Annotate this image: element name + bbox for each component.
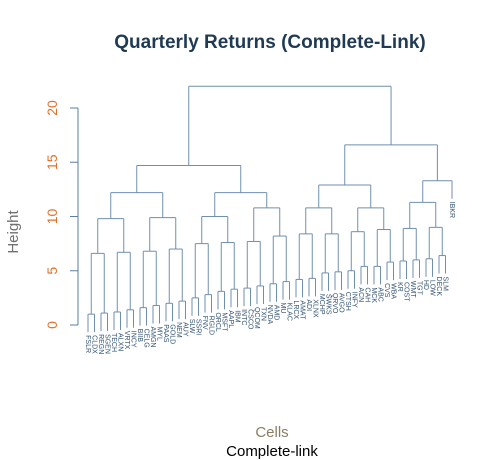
leaf-label: TECH bbox=[110, 333, 117, 352]
leaf-label: SLM bbox=[441, 277, 448, 292]
leaf-label: CVS bbox=[383, 283, 390, 298]
leaf-label: DECK bbox=[435, 277, 442, 297]
leaf-label: XLNX bbox=[311, 299, 318, 318]
leaf-label: SSRI bbox=[194, 319, 201, 335]
leaf-label: PAAS bbox=[162, 324, 169, 342]
leaf-label: REGN bbox=[97, 334, 104, 354]
leaf-label: QCOM bbox=[253, 307, 260, 329]
leaf-label: AMGN bbox=[149, 326, 156, 347]
leaf-label: AVGO bbox=[337, 293, 344, 313]
leaf-label: AAPL bbox=[227, 310, 234, 328]
leaf-label: MSFT bbox=[220, 312, 227, 332]
leaf-label: CLDX bbox=[90, 335, 97, 354]
leaf-label: ABC bbox=[376, 287, 383, 301]
leaf-label: ADI bbox=[305, 299, 312, 311]
leaf-label: QRVO bbox=[331, 293, 338, 314]
leaf-label: RGLD bbox=[207, 316, 214, 335]
leaf-label: SLW bbox=[188, 319, 195, 334]
leaf-label: GOLD bbox=[168, 324, 175, 344]
leaf-label: TGT bbox=[415, 281, 422, 296]
chart-title: Quarterly Returns (Complete-Link) bbox=[114, 32, 425, 53]
chart-subtitle: Complete-link bbox=[226, 443, 318, 460]
leaf-label: IBM bbox=[233, 310, 240, 323]
leaf-label: CELG bbox=[142, 329, 149, 348]
leaf-label: ALXN bbox=[116, 333, 123, 351]
leaf-label: WBA bbox=[389, 283, 396, 299]
leaf-label: NEM bbox=[175, 322, 182, 338]
leaf-label: AUY bbox=[181, 322, 188, 337]
leaf-labels: FSLR CLDX REGN SGEN TECH ALXN VRTX INCY BIIB CELG… bbox=[84, 202, 455, 355]
x-axis-label: Cells bbox=[255, 424, 288, 441]
y-tick-label: 0 bbox=[44, 321, 60, 329]
y-axis-label: Height bbox=[5, 209, 22, 253]
leaf-label: INCY bbox=[129, 331, 136, 348]
leaf-label: AMAT bbox=[298, 300, 305, 320]
y-axis: 0 5 10 15 20 bbox=[44, 100, 79, 329]
leaf-label: FNV bbox=[201, 316, 208, 330]
leaf-label: ORCL bbox=[214, 312, 221, 332]
leaf-label: ACN bbox=[357, 287, 364, 302]
leaf-label: TXN bbox=[259, 307, 266, 321]
leaf-label: SWKS bbox=[324, 294, 331, 315]
leaf-label: NVDA bbox=[266, 305, 273, 325]
leaf-label: AMD bbox=[272, 305, 279, 321]
leaf-label: MCK bbox=[370, 287, 377, 303]
leaf-label: CAH bbox=[363, 287, 370, 302]
leaf-label: INTC bbox=[240, 309, 247, 325]
leaf-label: VRTX bbox=[123, 331, 130, 350]
y-tick-label: 10 bbox=[44, 209, 60, 225]
leaf-label: FSLR bbox=[84, 335, 91, 353]
leaf-label: IBKR bbox=[448, 202, 455, 218]
leaf-label: KLAC bbox=[285, 303, 292, 321]
leaf-label: HD bbox=[422, 280, 429, 290]
leaf-label: MU bbox=[279, 303, 286, 314]
leaf-label: MYL bbox=[155, 326, 162, 341]
leaf-label: LRCX bbox=[292, 300, 299, 319]
dendrogram-tree bbox=[87, 85, 453, 333]
y-tick-label: 20 bbox=[44, 100, 60, 116]
leaf-label: BIIB bbox=[136, 329, 143, 343]
y-tick-label: 5 bbox=[44, 267, 60, 275]
leaf-label: WMT bbox=[409, 281, 416, 298]
y-tick-label: 15 bbox=[44, 154, 60, 170]
leaf-label: CTSH bbox=[344, 292, 351, 311]
leaf-label: KR bbox=[396, 282, 403, 292]
leaf-label: SGEN bbox=[103, 334, 110, 354]
leaf-label: CSCO bbox=[246, 309, 253, 330]
leaf-label: MCHP bbox=[318, 294, 325, 315]
leaf-label: COST bbox=[402, 282, 409, 302]
leaf-label: LOW bbox=[428, 280, 435, 296]
leaf-label: INFY bbox=[350, 292, 357, 308]
